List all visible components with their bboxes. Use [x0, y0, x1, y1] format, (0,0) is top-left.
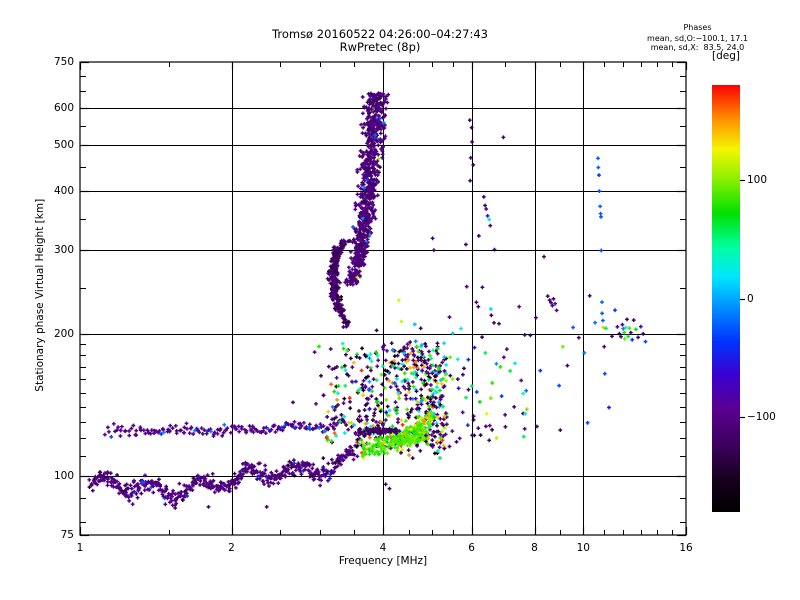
y-tick-label: 300	[53, 244, 74, 257]
x-tick-label: 8	[531, 542, 538, 554]
plot-title-line1: Tromsø 20160522 04:26:00–04:27:43	[272, 27, 488, 41]
x-axis-label: Frequency [MHz]	[338, 555, 428, 567]
phases-annotation-x-mode: mean, sd,X: 83.5, 24.0	[650, 43, 745, 52]
x-tick-label: 16	[679, 542, 693, 554]
x-tick-label: 1	[76, 542, 84, 554]
x-tick-label: 2	[228, 542, 235, 554]
phases-annotation-o-mode: mean, sd,O:−100.1, 17.1	[647, 34, 748, 43]
x-tick-label: 6	[468, 542, 475, 554]
y-tick-label: 200	[53, 327, 74, 340]
y-tick-label: 500	[53, 139, 74, 152]
x-tick-label: 10	[576, 542, 590, 554]
y-tick-label: 400	[53, 185, 74, 198]
phases-annotation-heading: Phases	[683, 23, 712, 32]
colorbar-tick-label: 100	[747, 173, 768, 186]
y-tick-label: 750	[53, 56, 74, 68]
y-tick-label: 100	[53, 469, 74, 482]
colorbar-unit-label: [deg]	[712, 50, 740, 62]
colorbar-tick-label: 0	[747, 292, 754, 305]
y-tick-label: 600	[53, 101, 74, 114]
colorbar-tick-label: −100	[747, 411, 776, 424]
plot-title-line2: RwPretec (8p)	[339, 40, 421, 54]
x-tick-label: 4	[379, 542, 387, 554]
y-tick-label: 75	[60, 529, 74, 541]
